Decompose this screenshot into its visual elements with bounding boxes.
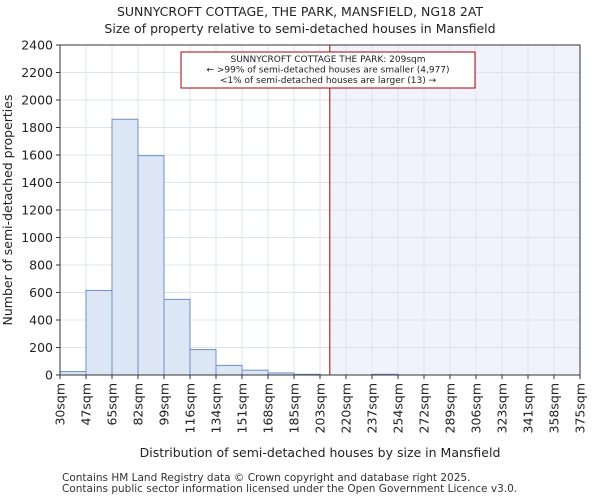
y-tick-label: 2200 [21, 65, 53, 80]
x-tick-label: 375sqm [573, 383, 588, 433]
annotation-title: SUNNYCROFT COTTAGE THE PARK: 209sqm [230, 55, 425, 65]
y-tick-label: 600 [29, 285, 53, 300]
chart-title: SUNNYCROFT COTTAGE, THE PARK, MANSFIELD,… [116, 4, 484, 19]
y-tick-label: 1800 [21, 120, 53, 135]
y-tick-label: 1600 [21, 148, 53, 163]
x-tick-label: 220sqm [339, 383, 354, 433]
footer-licence: Contains public sector information licen… [62, 483, 518, 495]
histogram-bar [215, 364, 243, 376]
histogram-bar [59, 371, 87, 376]
histogram-chart: 0 200 400 600 800 1000 1200 1400 1600 1800 2000 220… [0, 38, 588, 461]
x-tick-label: 151sqm [235, 383, 250, 433]
x-tick-label: 134sqm [209, 383, 224, 433]
x-tick-label: 116sqm [183, 383, 198, 433]
histogram-bar [111, 118, 139, 376]
x-tick-label: 30sqm [53, 383, 68, 426]
footer-copyright: Contains HM Land Registry data © Crown c… [62, 472, 471, 484]
y-tick-label: 2400 [21, 38, 53, 53]
x-tick-label: 82sqm [131, 383, 146, 426]
y-tick-label: 800 [29, 258, 53, 273]
histogram-bar [137, 155, 165, 376]
y-tick-label: 2000 [21, 93, 53, 108]
y-tick-label: 0 [45, 368, 53, 383]
annotation-larger: <1% of semi-detached houses are larger (… [220, 76, 437, 86]
histogram-bar [163, 298, 191, 376]
x-tick-label: 254sqm [391, 383, 406, 433]
x-tick-label: 47sqm [79, 383, 94, 426]
x-tick-label: 185sqm [287, 383, 302, 433]
x-tick-label: 168sqm [261, 383, 276, 433]
histogram-bar [189, 349, 217, 376]
y-tick-label: 400 [29, 313, 53, 328]
annotation-box [180, 51, 476, 89]
y-tick-label: 200 [29, 340, 53, 355]
x-tick-label: 203sqm [313, 383, 328, 433]
y-tick-label: 1400 [21, 175, 53, 190]
x-tick-label: 341sqm [521, 383, 536, 433]
annotation-smaller: ← >99% of semi-detached houses are small… [206, 66, 449, 76]
x-tick-label: 323sqm [495, 383, 510, 433]
x-tick-label: 358sqm [547, 383, 562, 433]
x-tick-label: 272sqm [417, 383, 432, 433]
x-axis-title: Distribution of semi-detached houses by … [140, 445, 501, 460]
histogram-bar [85, 289, 113, 376]
histogram-bar [241, 369, 269, 376]
x-tick-label: 65sqm [105, 383, 120, 426]
x-tick-label: 306sqm [469, 383, 484, 433]
x-tick-label: 237sqm [365, 383, 380, 433]
y-tick-label: 1200 [21, 203, 53, 218]
y-tick-label: 1000 [21, 230, 53, 245]
x-tick-label: 99sqm [157, 383, 172, 426]
x-tick-label: 289sqm [443, 383, 458, 433]
chart-subtitle: Size of property relative to semi-detach… [104, 21, 496, 36]
y-axis-title: Number of semi-detached properties [0, 95, 15, 326]
